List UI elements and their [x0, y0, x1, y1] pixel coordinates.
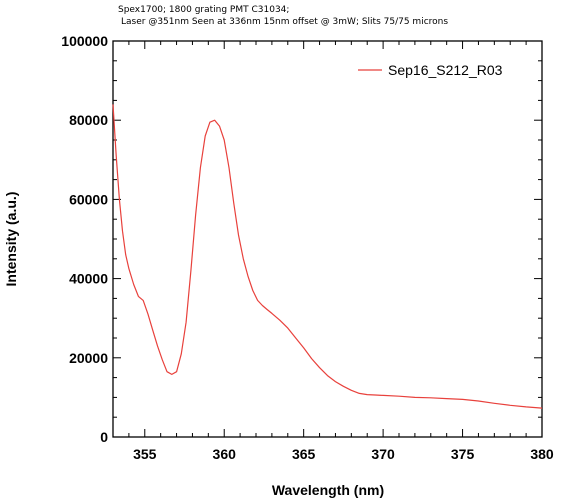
y-axis-ticks: 0 20000 40000 60000 80000 100000: [61, 33, 542, 445]
y-axis-label: Intensity (a.u.): [3, 192, 19, 287]
y-tick-label: 100000: [61, 33, 108, 49]
series-layer: [112, 104, 543, 409]
x-tick-label: 355: [133, 446, 157, 462]
series-line: [112, 104, 543, 409]
x-tick-label: 375: [451, 446, 475, 462]
x-tick-label: 360: [213, 446, 237, 462]
x-tick-label: 365: [292, 446, 316, 462]
chart-title-line-1: Spex1700; 1800 grating PMT C31034;: [118, 5, 289, 15]
y-tick-label: 60000: [69, 191, 108, 207]
x-tick-label: 370: [371, 446, 395, 462]
y-tick-label: 20000: [69, 350, 108, 366]
x-axis-label: Wavelength (nm): [272, 482, 384, 498]
y-tick-label: 80000: [69, 112, 108, 128]
legend-entry-label: Sep16_S212_R03: [388, 62, 503, 78]
chart-title-line-2: Laser @351nm Seen at 336nm 15nm offset @…: [121, 17, 448, 27]
y-tick-label: 40000: [69, 271, 108, 287]
legend: Sep16_S212_R03: [358, 62, 503, 78]
x-tick-label: 380: [530, 446, 554, 462]
plot-frame: [112, 40, 543, 438]
y-tick-label: 0: [100, 429, 108, 445]
x-axis-ticks: 355 360 365 370 375 380: [112, 41, 554, 462]
